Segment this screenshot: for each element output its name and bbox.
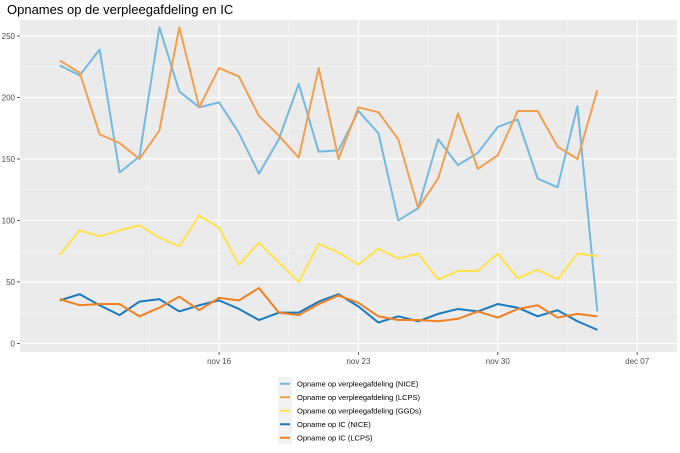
series-lines (59, 26, 599, 331)
legend-label-1: Opname op verpleegafdeling (NICE) (297, 380, 419, 389)
x-tick-label: nov 30 (486, 357, 511, 366)
series-line-1 (59, 26, 599, 312)
x-tick-label: nov 23 (346, 357, 371, 366)
series-line-3 (59, 214, 598, 283)
series-line-5 (59, 287, 598, 323)
y-tick-label: 50 (6, 278, 15, 287)
legend-label-2: Opname op verpleegafdeling (LCPS) (297, 393, 420, 402)
legend: Opname op verpleegafdeling (NICE) Opname … (278, 377, 422, 445)
series-line-2 (59, 26, 599, 210)
legend-label-4: Opname op IC (NICE) (297, 420, 371, 429)
major-gridlines (20, 20, 677, 352)
legend-label-3: Opname op verpleegafdeling (GGDs) (297, 407, 422, 416)
minor-gridlines (20, 20, 677, 352)
y-tick-label: 200 (2, 93, 16, 102)
y-axis: 0 50 100 150 200 250 (2, 32, 20, 348)
x-tick-label: nov 16 (207, 357, 232, 366)
chart-title: Opnames op de verpleegafdeling en IC (7, 2, 233, 17)
y-tick-label: 100 (2, 216, 16, 225)
y-tick-label: 0 (11, 339, 16, 348)
y-tick-label: 250 (2, 32, 16, 41)
legend-label-5: Opname op IC (LCPS) (297, 434, 373, 443)
y-tick-label: 150 (2, 155, 16, 164)
x-tick-label: dec 07 (625, 357, 650, 366)
series-line-4 (59, 293, 598, 331)
plot-panel (20, 20, 677, 352)
x-axis: nov 16 nov 23 nov 30 dec 07 (207, 352, 650, 366)
